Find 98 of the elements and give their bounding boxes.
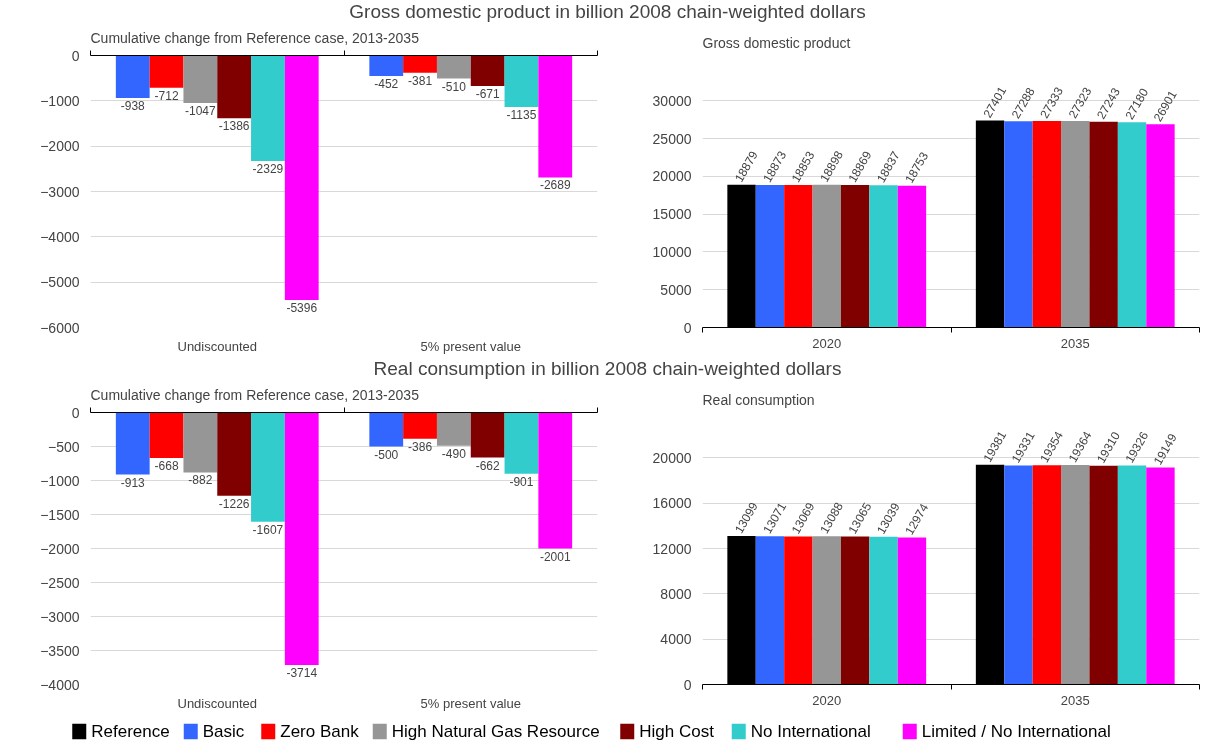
- y-tick-label: 10000: [652, 243, 692, 260]
- bar: [812, 536, 841, 685]
- data-label: -662: [475, 458, 500, 473]
- x-tick-label: 5% present value: [420, 695, 521, 711]
- bar: [1061, 121, 1090, 328]
- data-label: -3714: [286, 666, 318, 681]
- data-label: -500: [374, 447, 399, 462]
- bar: [1089, 465, 1118, 685]
- data-label: -1386: [218, 119, 250, 134]
- y-tick-label: 20000: [652, 449, 692, 466]
- data-label: -2001: [539, 549, 571, 564]
- y-tick-label: −3500: [40, 642, 80, 659]
- data-label: -386: [408, 439, 433, 454]
- y-tick-label: 0: [71, 404, 80, 421]
- data-label: -1226: [218, 496, 250, 511]
- legend-label: Reference: [91, 722, 170, 741]
- y-tick-label: −1500: [40, 506, 80, 523]
- y-tick-label: −5000: [40, 274, 80, 291]
- data-label: -510: [441, 79, 467, 94]
- bar: [1117, 122, 1147, 328]
- y-tick-label: 8000: [660, 585, 692, 602]
- bar: [1004, 121, 1033, 328]
- data-label: -1607: [252, 522, 284, 537]
- data-label: -5396: [286, 301, 318, 316]
- y-tick-label: −3000: [40, 183, 80, 200]
- data-label: -1047: [185, 103, 217, 118]
- bar: [1061, 465, 1090, 685]
- y-tick-label: −500: [47, 438, 80, 455]
- x-tick-label: 2020: [812, 692, 842, 708]
- y-tick-label: −2500: [40, 574, 80, 591]
- x-tick-label: 2035: [1060, 692, 1090, 708]
- y-tick-label: −6000: [40, 319, 80, 336]
- bar: [1117, 465, 1147, 685]
- bar: [784, 185, 813, 328]
- bar: [869, 185, 898, 328]
- y-tick-label: 30000: [652, 92, 692, 109]
- y-tick-label: −4000: [40, 228, 80, 245]
- data-label: -913: [120, 475, 146, 490]
- legend-label: No International: [750, 722, 871, 741]
- legend-label: Zero Bank: [280, 722, 360, 741]
- y-tick-label: −2000: [40, 540, 80, 557]
- bar: [1146, 124, 1175, 328]
- y-tick-label: −1000: [40, 472, 80, 489]
- y-tick-label: 20000: [652, 168, 692, 185]
- legend-label: Limited / No International: [921, 722, 1111, 741]
- bar: [755, 536, 785, 685]
- y-tick-label: 5000: [660, 281, 692, 298]
- bar: [897, 185, 927, 328]
- bar: [840, 184, 870, 328]
- chart-title: Real consumption in billion 2008 chain-weighted dollars: [373, 358, 842, 379]
- data-label: -668: [154, 458, 179, 473]
- data-label: -712: [154, 88, 179, 103]
- data-label: -938: [120, 99, 146, 114]
- y-tick-label: 4000: [660, 631, 692, 648]
- bar: [1146, 467, 1175, 685]
- legend-label: High Natural Gas Resource: [391, 722, 600, 741]
- y-tick-label: −4000: [40, 676, 80, 693]
- data-label: -2329: [252, 162, 284, 177]
- x-tick-label: 5% present value: [420, 338, 521, 354]
- data-label: -452: [374, 76, 399, 91]
- data-label: -671: [475, 86, 500, 101]
- y-tick-label: 16000: [652, 495, 692, 512]
- bar: [784, 536, 813, 685]
- bar: [1032, 120, 1062, 328]
- bar: [869, 536, 898, 685]
- chart-subtitle: Cumulative change from Reference case, 2013-2035: [90, 29, 420, 46]
- y-tick-label: 0: [71, 47, 80, 64]
- data-label: -1135: [506, 107, 537, 122]
- y-tick-label: 0: [683, 676, 692, 693]
- data-label: -882: [188, 473, 213, 488]
- y-tick-label: 15000: [652, 206, 692, 223]
- y-tick-label: 0: [683, 319, 692, 336]
- chart-title: Gross domestic product: [702, 34, 851, 51]
- y-tick-label: 25000: [652, 130, 692, 147]
- data-label: -901: [509, 474, 534, 489]
- y-tick-label: 12000: [652, 540, 692, 557]
- bar: [840, 536, 870, 685]
- bar: [897, 537, 927, 685]
- legend-label: High Cost: [639, 722, 715, 741]
- bar: [1004, 465, 1033, 685]
- y-tick-label: −1000: [40, 92, 80, 109]
- y-tick-label: −3000: [40, 608, 80, 625]
- bar: [812, 184, 841, 328]
- x-tick-label: Undiscounted: [177, 338, 257, 354]
- data-label: -381: [408, 73, 433, 88]
- bar: [1089, 121, 1118, 328]
- chart-title: Real consumption: [702, 391, 815, 408]
- y-tick-label: −2000: [40, 138, 80, 155]
- data-label: -490: [441, 446, 467, 461]
- chart-title: Gross domestic product in billion 2008 chain-weighted dollars: [349, 1, 866, 22]
- x-tick-label: 2035: [1060, 335, 1090, 351]
- chart-subtitle: Cumulative change from Reference case, 2013-2035: [90, 386, 420, 403]
- x-tick-label: Undiscounted: [177, 695, 257, 711]
- x-tick-label: 2020: [812, 335, 842, 351]
- bar: [1032, 465, 1062, 685]
- legend-label: Basic: [202, 722, 245, 741]
- data-label: -2689: [539, 178, 571, 193]
- bar: [755, 184, 785, 328]
